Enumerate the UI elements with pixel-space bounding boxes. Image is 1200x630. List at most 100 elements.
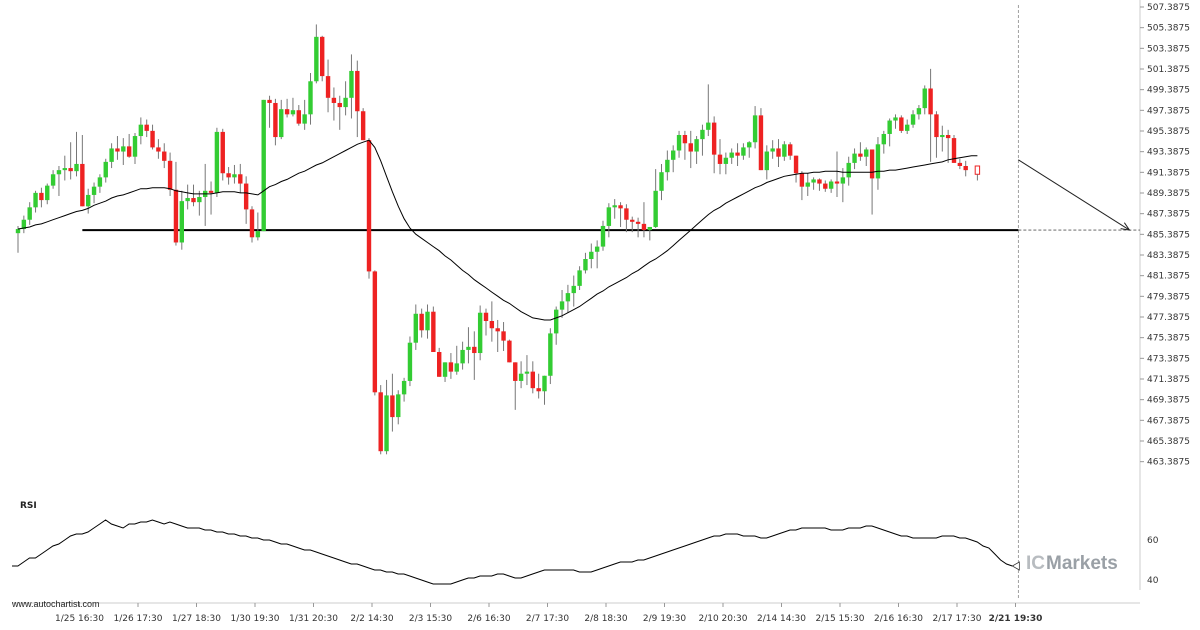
candle-body bbox=[279, 109, 284, 138]
moving-average-line bbox=[17, 139, 978, 321]
candle-body bbox=[717, 154, 723, 164]
candle-body bbox=[700, 129, 705, 140]
candle-body bbox=[302, 114, 307, 124]
candle-body bbox=[483, 312, 489, 322]
candle-body bbox=[723, 157, 729, 164]
y-tick-label: 465.3875 bbox=[1147, 437, 1190, 447]
candle-body bbox=[296, 110, 301, 124]
candlesticks bbox=[15, 24, 981, 455]
y-tick-label: 469.3875 bbox=[1147, 396, 1190, 406]
x-tick-label: 2/21 19:30 bbox=[989, 614, 1043, 624]
candle-body bbox=[671, 150, 676, 160]
candle-body bbox=[706, 122, 711, 130]
candle-body bbox=[74, 163, 79, 172]
candle-body bbox=[214, 131, 220, 193]
y-tick-label: 475.3875 bbox=[1147, 334, 1190, 344]
candle-body bbox=[741, 147, 746, 156]
candle-body bbox=[390, 395, 395, 418]
brand-name: Markets bbox=[1046, 553, 1118, 574]
candle-body bbox=[846, 162, 851, 178]
y-tick-label: 485.3875 bbox=[1147, 230, 1190, 240]
y-tick-label: 481.3875 bbox=[1147, 272, 1190, 282]
candle-body bbox=[243, 183, 249, 210]
candle-body bbox=[559, 301, 565, 310]
candle-body bbox=[126, 146, 132, 157]
x-tick-label: 2/6 16:30 bbox=[467, 614, 511, 624]
candle-body bbox=[916, 108, 922, 115]
candle-body bbox=[132, 136, 138, 157]
candle-body bbox=[378, 392, 383, 452]
candle-body bbox=[162, 151, 167, 161]
candle-body bbox=[308, 81, 313, 115]
candle-body bbox=[337, 102, 342, 108]
candle-body bbox=[641, 223, 647, 231]
candle-body bbox=[489, 321, 495, 329]
candle-body bbox=[635, 221, 641, 224]
x-tick-label: 1/30 19:30 bbox=[230, 614, 279, 624]
candle-body bbox=[887, 120, 892, 134]
candle-body bbox=[249, 209, 255, 238]
x-tick-label: 2/8 18:30 bbox=[584, 614, 628, 624]
candle-body bbox=[630, 219, 635, 222]
candle-body bbox=[173, 189, 179, 243]
forecast-arrow bbox=[1018, 159, 1131, 231]
candle-body bbox=[811, 179, 816, 183]
candle-body bbox=[156, 147, 161, 152]
candle-body bbox=[518, 373, 524, 381]
candle-body bbox=[793, 155, 799, 174]
candle-body bbox=[524, 371, 530, 374]
candle-body bbox=[109, 148, 114, 162]
y-tick-label: 491.3875 bbox=[1147, 168, 1190, 178]
candle-body bbox=[507, 340, 512, 363]
candle-body bbox=[191, 198, 196, 203]
candle-body bbox=[21, 219, 27, 230]
candle-body bbox=[565, 293, 571, 302]
candle-body bbox=[875, 144, 881, 179]
x-tick-label: 1/31 20:30 bbox=[289, 614, 338, 624]
rsi-marker bbox=[1011, 561, 1020, 571]
candle-body bbox=[238, 174, 243, 184]
y-tick-label: 473.3875 bbox=[1147, 354, 1190, 364]
candle-body bbox=[349, 70, 354, 98]
candle-body bbox=[472, 346, 477, 354]
candle-body bbox=[554, 309, 559, 334]
candle-body bbox=[150, 130, 155, 148]
candle-body bbox=[536, 388, 541, 392]
candle-body bbox=[290, 110, 296, 115]
y-tick-label: 471.3875 bbox=[1147, 375, 1190, 385]
candle-body bbox=[396, 394, 401, 418]
candle-body bbox=[448, 362, 454, 372]
candle-body bbox=[320, 36, 325, 77]
candle-body bbox=[477, 312, 483, 354]
candle-body bbox=[91, 186, 97, 195]
candle-body bbox=[284, 109, 290, 115]
candle-body bbox=[413, 313, 418, 343]
candle-body bbox=[232, 174, 237, 178]
candle-body bbox=[764, 151, 769, 171]
candle-body bbox=[185, 198, 190, 202]
candle-body bbox=[86, 194, 91, 207]
x-tick-label: 2/14 14:30 bbox=[757, 614, 806, 624]
candle-body bbox=[571, 285, 576, 294]
candle-body bbox=[852, 153, 857, 163]
y-tick-label: 489.3875 bbox=[1147, 189, 1190, 199]
candle-body bbox=[179, 201, 184, 243]
y-tick-label: 499.3875 bbox=[1147, 86, 1190, 96]
x-tick-label: 2/17 17:30 bbox=[932, 614, 981, 624]
candle-body bbox=[840, 177, 846, 184]
candle-body bbox=[325, 76, 331, 98]
y-tick-label: 495.3875 bbox=[1147, 127, 1190, 137]
y-tick-label: 479.3875 bbox=[1147, 292, 1190, 302]
candle-body bbox=[138, 124, 144, 137]
candle-body bbox=[594, 246, 600, 252]
candle-body bbox=[834, 181, 840, 184]
candle-body bbox=[401, 380, 407, 395]
candle-body bbox=[360, 111, 366, 141]
y-tick-label: 507.3875 bbox=[1147, 3, 1190, 13]
rsi-series bbox=[12, 519, 1013, 585]
candle-body bbox=[747, 142, 752, 148]
candle-body bbox=[62, 168, 67, 171]
x-tick-label: 2/2 14:30 bbox=[350, 614, 394, 624]
candle-body bbox=[39, 192, 44, 201]
candle-body bbox=[776, 148, 781, 157]
